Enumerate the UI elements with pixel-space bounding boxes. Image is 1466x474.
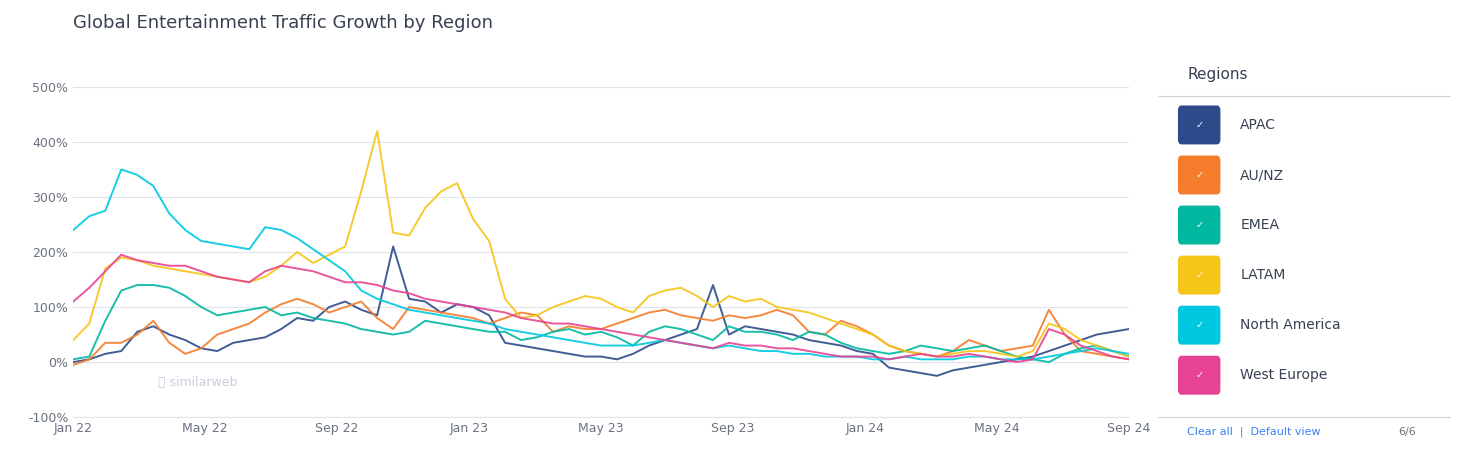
Text: ✓: ✓ [1195,120,1204,130]
Text: AU/NZ: AU/NZ [1240,168,1284,182]
Text: ✓: ✓ [1195,170,1204,180]
FancyBboxPatch shape [1179,156,1220,194]
Text: Global Entertainment Traffic Growth by Region: Global Entertainment Traffic Growth by R… [73,14,493,32]
Text: Regions: Regions [1187,66,1248,82]
Text: APAC: APAC [1240,118,1277,132]
FancyBboxPatch shape [1179,256,1220,294]
FancyBboxPatch shape [1179,206,1220,244]
Text: LATAM: LATAM [1240,268,1286,282]
Text: ✓: ✓ [1195,270,1204,280]
Text: 6/6: 6/6 [1399,427,1416,437]
Text: EMEA: EMEA [1240,218,1280,232]
FancyBboxPatch shape [1179,356,1220,394]
Text: Ⓢ similarweb: Ⓢ similarweb [158,376,237,390]
Text: ✓: ✓ [1195,370,1204,380]
FancyBboxPatch shape [1179,306,1220,344]
Text: Clear all  |  Default view: Clear all | Default view [1187,426,1321,437]
Text: West Europe: West Europe [1240,368,1328,382]
FancyBboxPatch shape [1179,106,1220,144]
Text: ✓: ✓ [1195,320,1204,330]
Text: North America: North America [1240,318,1341,332]
Text: ✓: ✓ [1195,220,1204,230]
